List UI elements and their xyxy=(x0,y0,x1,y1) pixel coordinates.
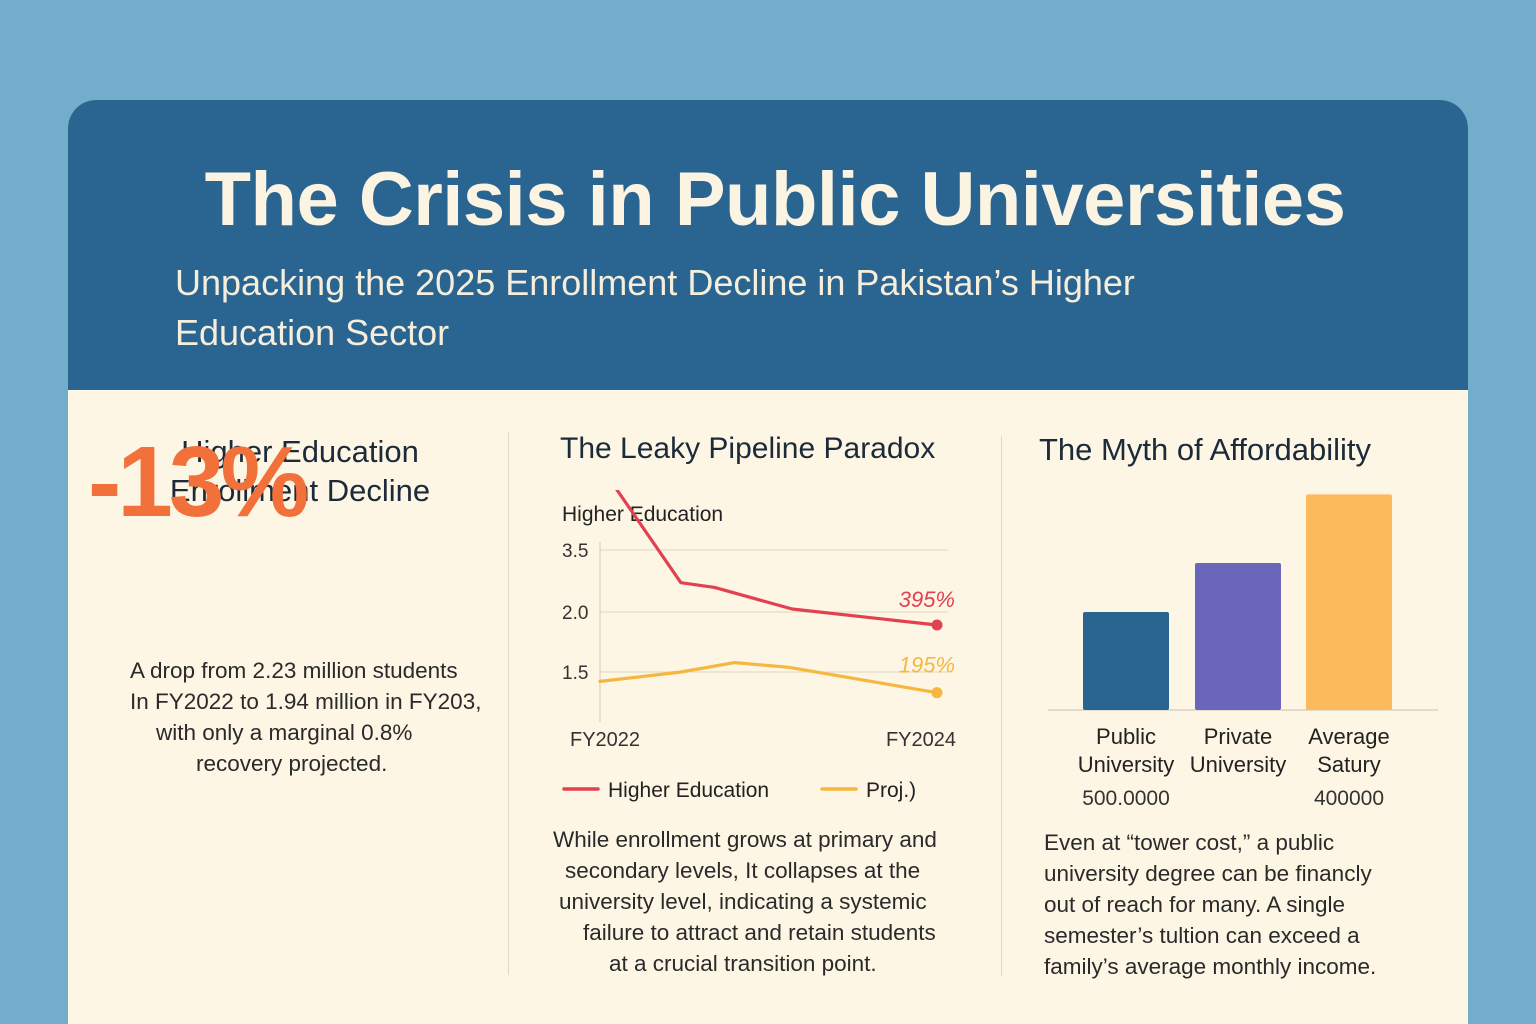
x-tick-label: FY2022 xyxy=(570,729,640,751)
enrollment-text-line: In FY2022 to 1.94 million in FY203, xyxy=(130,689,482,714)
line-chart-series: 395% 195% xyxy=(598,490,955,699)
value-label: 400000 xyxy=(1314,787,1384,810)
leaky-pipeline-title: The Leaky Pipeline Paradox xyxy=(560,432,936,465)
header-banner: The Crisis in Public Universities Unpack… xyxy=(68,100,1468,390)
y-tick-label: 3.5 xyxy=(562,541,588,562)
series-line xyxy=(598,661,939,695)
pipeline-text-line: at a crucial transition point. xyxy=(609,951,877,976)
enrollment-decline-title-line2: Enrollment Decline xyxy=(169,473,431,508)
series-endpoint xyxy=(931,619,943,631)
series-endpoint xyxy=(931,687,943,699)
pipeline-line-chart: Higher Education 3.5 2.0 1.5 FY2022 FY2024 3… xyxy=(562,490,956,802)
pipeline-text-line: failure to attract and retain students xyxy=(583,920,936,945)
pipeline-text-line: secondary levels, It collapses at the xyxy=(565,858,921,883)
value-label: 500.0000 xyxy=(1082,787,1170,810)
line-chart-grid: 3.5 2.0 1.5 FY2022 FY2024 xyxy=(562,541,956,751)
decline-stat: -13% xyxy=(88,426,309,538)
leaky-pipeline-text: While enrollment grows at primary and se… xyxy=(553,824,937,979)
x-tick-label: FY2024 xyxy=(886,729,956,751)
column-divider-2 xyxy=(1001,436,1002,976)
enrollment-decline-text: A drop from 2.23 million students In FY2… xyxy=(130,655,481,779)
y-tick-label: 2.0 xyxy=(562,603,588,624)
line-chart-title: Higher Education xyxy=(562,503,723,526)
page-title: The Crisis in Public Universities xyxy=(204,157,1346,242)
bar xyxy=(1195,563,1281,710)
infographic-card: The Crisis in Public Universities Unpack… xyxy=(68,100,1468,1024)
enrollment-decline-title: Higher Education Enrollment Decline xyxy=(120,432,480,510)
enrollment-text-line: A drop from 2.23 million students xyxy=(130,658,458,683)
bar xyxy=(1083,612,1169,710)
series-end-label: 395% xyxy=(899,587,955,612)
affordability-text-line: semester’s tultion can exceed a xyxy=(1044,923,1360,948)
page-subtitle: Unpacking the 2025 Enrollment Decline in… xyxy=(175,262,1135,353)
pipeline-text-line: While enrollment grows at primary and xyxy=(553,827,937,852)
category-label: Satury xyxy=(1317,752,1381,777)
affordability-bar-chart: Public University 500.0000 Private Universit… xyxy=(1048,494,1438,810)
category-label: Private xyxy=(1204,724,1272,749)
y-tick-label: 1.5 xyxy=(562,663,588,684)
category-label: Average xyxy=(1308,724,1390,749)
affordability-text: Even at “tower cost,” a public universit… xyxy=(1044,827,1376,982)
category-label: University xyxy=(1078,752,1175,777)
affordability-text-line: family’s average monthly income. xyxy=(1044,954,1377,979)
affordability-title: The Myth of Affordability xyxy=(1039,432,1371,467)
column-divider-1 xyxy=(508,432,509,975)
category-label: Public xyxy=(1096,724,1156,749)
affordability-text-line: out of reach for many. A single xyxy=(1044,892,1346,917)
bar-chart-bars: Public University 500.0000 Private Universit… xyxy=(1078,494,1392,810)
affordability-text-line: Even at “tower cost,” a public xyxy=(1044,830,1335,855)
affordability-text-line: university degree can be financly xyxy=(1044,861,1372,886)
pipeline-text-line: university level, indicating a systemic xyxy=(559,889,927,914)
legend-label: Higher Education xyxy=(608,779,769,802)
line-chart-legend: Higher Education Proj.) xyxy=(562,779,916,802)
legend-label: Proj.) xyxy=(866,779,916,802)
series-line xyxy=(615,490,939,627)
enrollment-text-line: recovery projected. xyxy=(196,751,388,776)
enrollment-text-line: with only a marginal 0.8% xyxy=(156,720,413,745)
enrollment-decline-title-line1: Higher Education xyxy=(181,434,419,469)
series-end-label: 195% xyxy=(899,653,955,678)
category-label: University xyxy=(1190,752,1287,777)
bar xyxy=(1306,494,1392,710)
